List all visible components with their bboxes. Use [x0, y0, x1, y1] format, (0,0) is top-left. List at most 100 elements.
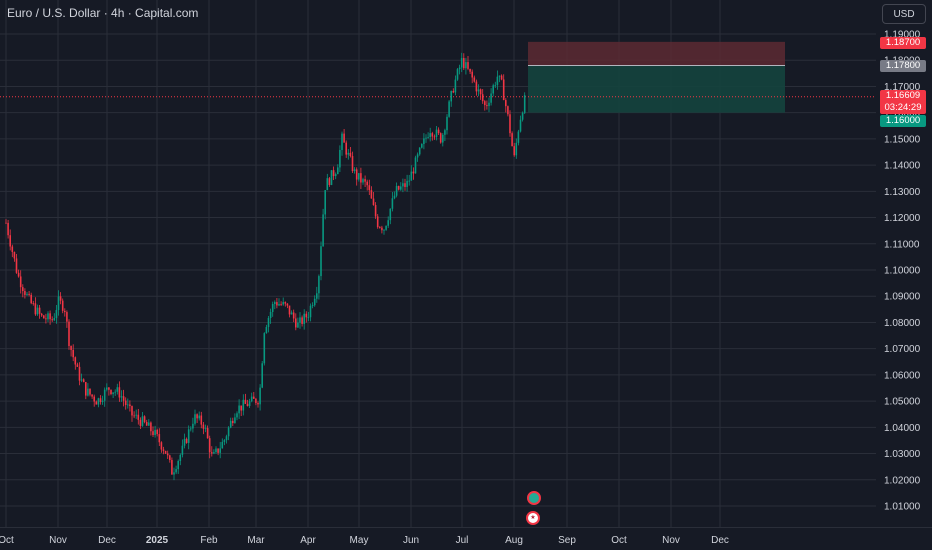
candle-body: [40, 313, 43, 316]
candle-body: [290, 312, 293, 315]
candle: [110, 389, 112, 396]
candle: [66, 310, 68, 328]
candle: [154, 425, 156, 438]
candle-body: [122, 396, 125, 401]
candle: [181, 439, 184, 458]
candle: [370, 186, 373, 199]
candle-body: [169, 455, 171, 461]
candle-body: [55, 310, 58, 319]
candle: [345, 140, 347, 158]
candle-body: [313, 298, 316, 306]
candle: [393, 191, 396, 200]
us-flag-icon[interactable]: ★: [526, 511, 540, 525]
candle: [318, 274, 320, 300]
candle: [387, 216, 389, 228]
economic-event-icon[interactable]: [527, 491, 541, 505]
candle: [456, 68, 459, 81]
candle: [190, 426, 192, 432]
candle: [517, 129, 520, 146]
candle-body: [244, 399, 247, 404]
candle-body: [166, 453, 169, 456]
candle: [120, 390, 123, 402]
candle-body: [217, 448, 219, 453]
candle: [311, 302, 314, 309]
candle-body: [318, 276, 320, 294]
candle-body: [45, 318, 47, 320]
candle: [368, 179, 371, 196]
candle-body: [435, 129, 438, 138]
candle-body: [141, 416, 144, 426]
candle: [292, 309, 295, 323]
candle: [255, 398, 257, 406]
candle-body: [232, 420, 234, 424]
candle-body: [488, 102, 490, 107]
candle-body: [395, 186, 398, 196]
candle-body: [339, 150, 341, 168]
candle: [156, 428, 158, 437]
candle: [460, 52, 463, 73]
candle: [347, 149, 350, 160]
candle-body: [511, 133, 513, 147]
candle: [498, 75, 501, 83]
candle-body: [505, 100, 507, 107]
candle: [295, 313, 297, 331]
candle-body: [463, 58, 465, 69]
candle-body: [397, 186, 400, 190]
candle: [421, 143, 423, 149]
candle-body: [479, 89, 482, 95]
currency-button[interactable]: USD: [882, 4, 926, 24]
candle-body: [150, 422, 152, 432]
candle-body: [246, 403, 249, 407]
candle: [225, 434, 228, 444]
candle-body: [276, 302, 278, 306]
y-tick-label: 1.01000: [884, 502, 921, 513]
y-tick-label: 1.17000: [884, 82, 921, 93]
candle-body: [414, 157, 417, 174]
candle: [427, 132, 429, 139]
candle: [400, 182, 402, 191]
candle-body: [154, 429, 156, 436]
candle-body: [253, 396, 255, 399]
candle: [362, 177, 364, 185]
candle: [313, 295, 316, 307]
candle: [97, 397, 100, 408]
x-tick-label: Oct: [0, 535, 14, 546]
candle-body: [322, 214, 324, 247]
candle: [519, 115, 522, 133]
candle: [492, 83, 494, 97]
candle: [404, 178, 406, 191]
candle-body: [305, 313, 308, 318]
candle: [89, 388, 91, 397]
candle: [391, 192, 394, 212]
candle-body: [507, 106, 509, 115]
candle-body: [183, 438, 186, 446]
candle-body: [30, 294, 32, 304]
candle: [372, 192, 375, 206]
candle: [376, 214, 379, 229]
candle: [471, 69, 473, 84]
candle-body: [179, 454, 182, 462]
candle: [274, 300, 276, 310]
candle-body: [410, 171, 413, 181]
candle: [99, 395, 102, 405]
symbol-title[interactable]: Euro / U.S. Dollar · 4h · Capital.com: [7, 6, 199, 20]
candle: [257, 401, 259, 408]
candle: [341, 131, 343, 156]
candle: [479, 88, 482, 100]
candle: [458, 64, 461, 75]
candle-body: [301, 317, 303, 324]
candle-body: [118, 387, 121, 398]
candle-body: [337, 167, 339, 175]
candle: [465, 57, 467, 75]
candle-body: [192, 423, 194, 429]
candle: [215, 446, 217, 454]
candle-body: [481, 94, 484, 102]
candle-body: [127, 404, 129, 406]
candle: [28, 290, 30, 297]
candle: [213, 449, 215, 455]
candle-body: [467, 62, 469, 69]
candle: [101, 395, 104, 405]
time-axis[interactable]: Oct Nov Dec 2025 Feb Mar Apr May Jun Jul Aug Sep Oct…: [0, 527, 932, 547]
candle: [85, 381, 87, 400]
